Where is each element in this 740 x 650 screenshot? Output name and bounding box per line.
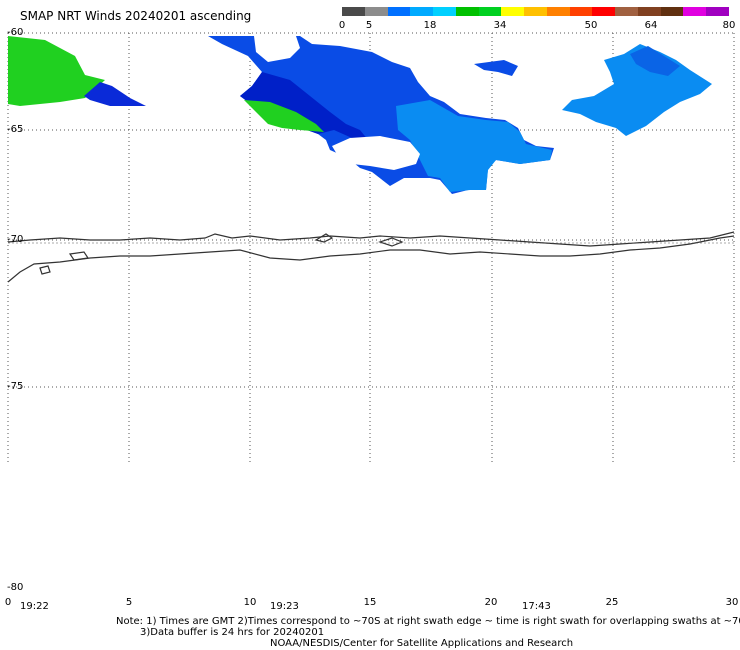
colorbar-segment — [455, 7, 479, 16]
wind-patch-small — [474, 60, 518, 76]
colorbar-label: 64 — [644, 20, 658, 31]
lon-label-10: 10 — [243, 597, 257, 608]
data-gap-3 — [332, 136, 420, 170]
note-line-1: Note: 1) Times are GMT 2)Times correspon… — [116, 616, 740, 627]
colorbar-segment — [592, 7, 615, 16]
colorbar-segment — [569, 7, 593, 16]
colorbar-segment — [342, 7, 365, 16]
lat-label-75: -75 — [7, 381, 24, 392]
swath-time-2: 19:23 — [270, 601, 299, 612]
lon-label-0: 0 — [4, 597, 12, 608]
colorbar-label: 5 — [365, 20, 373, 31]
colorbar-segment — [387, 7, 411, 16]
data-gap-1 — [254, 36, 300, 62]
colorbar-label: 34 — [493, 20, 507, 31]
colorbar-label: 0 — [338, 20, 346, 31]
lon-label-20: 20 — [484, 597, 498, 608]
lon-label-25: 25 — [605, 597, 619, 608]
wind-swaths — [8, 36, 712, 194]
colorbar-segment — [501, 7, 524, 16]
swath-time-1: 19:22 — [20, 601, 49, 612]
colorbar-label: 50 — [584, 20, 598, 31]
note-line-2: 3)Data buffer is 24 hrs for 20240201 — [140, 627, 325, 638]
lon-label-5: 5 — [125, 597, 133, 608]
colorbar-segment — [364, 7, 388, 16]
lon-label-30: 30 — [725, 597, 739, 608]
lon-label-15: 15 — [363, 597, 377, 608]
colorbar-segment — [410, 7, 433, 16]
map-title: SMAP NRT Winds 20240201 ascending — [20, 9, 252, 23]
wind-patch-right-dark — [630, 46, 680, 76]
wind-patch-central-light — [396, 100, 552, 192]
colorbar-label: 80 — [722, 20, 736, 31]
note-line-3: NOAA/NESDIS/Center for Satellite Applica… — [270, 638, 574, 649]
colorbar-segment — [615, 7, 638, 16]
colorbar-segment — [433, 7, 456, 16]
lat-label-80: -80 — [7, 582, 24, 593]
data-gap-2 — [420, 54, 480, 98]
swath-time-3: 17:43 — [522, 601, 551, 612]
wind-patch-green-central — [244, 100, 324, 132]
wind-patch-central-dark — [240, 72, 368, 140]
lat-label-60: -60 — [7, 27, 24, 38]
colorbar-segment — [660, 7, 684, 16]
wind-speed-colorbar — [342, 7, 729, 16]
colorbar-segment — [683, 7, 706, 16]
colorbar-label: 18 — [423, 20, 437, 31]
lat-label-65: -65 — [7, 124, 24, 135]
colorbar-segment — [478, 7, 502, 16]
colorbar-segment — [524, 7, 547, 16]
colorbar-segment — [637, 7, 661, 16]
wind-patch-green-left — [8, 36, 105, 106]
colorbar-segment — [706, 7, 729, 16]
coastline — [7, 231, 735, 283]
colorbar-segment — [546, 7, 570, 16]
wind-patch-blue-left — [84, 82, 146, 106]
lat-label-70: -70 — [7, 234, 24, 245]
